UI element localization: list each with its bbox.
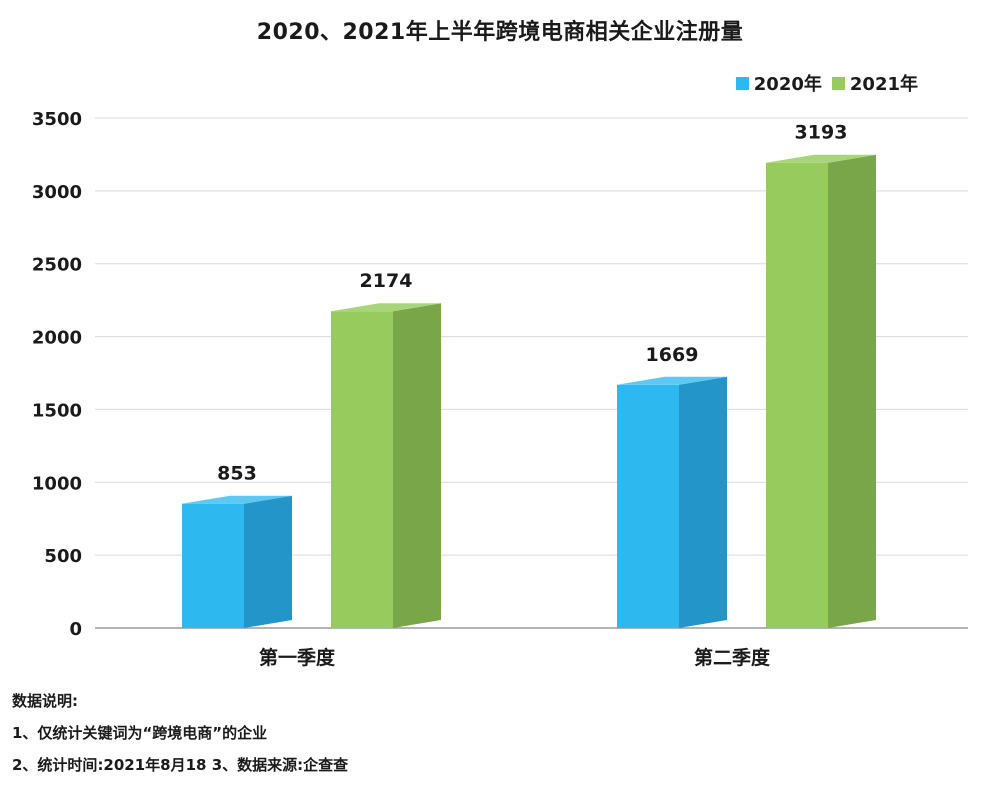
- y-tick-label: 2500: [32, 255, 82, 276]
- data-label: 2174: [360, 270, 413, 292]
- bar-chart: 0 500 1000 1500 2000 2500 3000 3500 853 2174 第一季度 1…: [32, 109, 968, 669]
- legend-swatch-2021: [831, 76, 845, 90]
- bar-side: [828, 154, 876, 628]
- notes-line-1: 1、仅统计关键词为“跨境电商”的企业: [12, 724, 268, 742]
- bar-side: [393, 303, 441, 628]
- y-tick-label: 1000: [32, 473, 82, 494]
- legend-item-2021: 2021年: [831, 70, 918, 96]
- notes-heading: 数据说明:: [12, 692, 78, 710]
- y-tick-label: 1500: [32, 400, 82, 421]
- bar-front: [182, 503, 244, 628]
- legend-swatch-2020: [735, 76, 749, 90]
- bar-front: [617, 384, 679, 628]
- bar-front: [766, 162, 828, 628]
- bar-top: [331, 303, 441, 312]
- bar-side: [679, 376, 727, 628]
- legend-label-2020: 2020年: [753, 74, 822, 95]
- legend: 2020年 2021年: [726, 70, 918, 96]
- x-category-label: 第二季度: [694, 646, 771, 669]
- y-tick-label: 0: [69, 619, 82, 640]
- notes-line-2: 2、统计时间:2021年8月18 3、数据来源:企查查: [12, 756, 349, 774]
- data-label: 1669: [646, 344, 699, 366]
- data-label: 853: [217, 463, 257, 485]
- data-label: 3193: [795, 122, 848, 144]
- bar-top: [182, 495, 292, 504]
- data-notes: 数据说明: 1、仅统计关键词为“跨境电商”的企业 2、统计时间:2021年8月1…: [12, 690, 348, 786]
- bar-front: [331, 311, 393, 628]
- y-tick-label: 3000: [32, 182, 82, 203]
- x-category-label: 第一季度: [259, 646, 336, 669]
- chart-title: 2020、2021年上半年跨境电商相关企业注册量: [256, 20, 744, 45]
- bar-side: [244, 495, 292, 628]
- legend-label-2021: 2021年: [849, 74, 918, 95]
- legend-item-2020: 2020年: [735, 70, 822, 96]
- y-tick-label: 3500: [32, 109, 82, 130]
- bar-top: [766, 154, 876, 163]
- y-tick-label: 2000: [32, 328, 82, 349]
- y-tick-label: 500: [44, 546, 82, 567]
- bar-top: [617, 376, 727, 385]
